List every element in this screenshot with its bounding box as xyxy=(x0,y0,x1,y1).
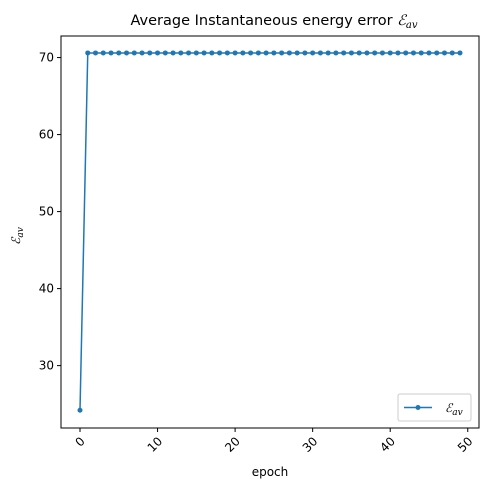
data-point xyxy=(155,50,161,56)
data-point xyxy=(224,50,230,56)
x-axis-ticks: 0 10 20 30 40 50 xyxy=(72,428,476,455)
data-point xyxy=(310,50,316,56)
data-point xyxy=(131,50,137,56)
legend-marker-swatch xyxy=(415,405,421,410)
data-point xyxy=(170,50,176,56)
data-point xyxy=(410,50,416,56)
data-point xyxy=(426,50,432,56)
data-point xyxy=(77,407,83,413)
x-tick-label: 10 xyxy=(145,434,166,455)
data-point xyxy=(100,50,106,56)
data-point xyxy=(93,50,99,56)
data-point xyxy=(116,50,122,56)
data-point xyxy=(418,50,424,56)
x-tick-label: 0 xyxy=(72,434,87,449)
data-point xyxy=(449,50,455,56)
data-point xyxy=(441,50,447,56)
data-point xyxy=(333,50,339,56)
series-layer xyxy=(77,50,463,413)
data-point xyxy=(457,50,463,56)
series-line xyxy=(79,52,460,411)
data-point xyxy=(248,50,254,56)
data-point xyxy=(186,50,192,56)
y-tick-label: 50 xyxy=(39,205,54,219)
data-point xyxy=(240,50,246,56)
data-point xyxy=(162,50,168,56)
x-tick-label: 40 xyxy=(377,434,398,455)
data-point xyxy=(217,50,223,56)
data-point xyxy=(395,50,401,56)
y-tick-label: 70 xyxy=(39,51,54,65)
data-point xyxy=(209,50,215,56)
y-tick-label: 30 xyxy=(39,359,54,373)
data-point xyxy=(201,50,207,56)
data-point xyxy=(147,50,153,56)
data-point xyxy=(85,50,91,56)
data-point xyxy=(372,50,378,56)
data-point xyxy=(279,50,285,56)
data-point xyxy=(317,50,323,56)
axes-frame xyxy=(60,35,480,429)
data-point xyxy=(302,50,308,56)
data-point xyxy=(403,50,409,56)
data-point xyxy=(193,50,199,56)
data-point xyxy=(139,50,145,56)
data-point xyxy=(178,50,184,56)
x-tick-label: 20 xyxy=(222,434,243,455)
data-point xyxy=(286,50,292,56)
data-point xyxy=(255,50,261,56)
data-point xyxy=(341,50,347,56)
data-point xyxy=(387,50,393,56)
y-tick-label: 60 xyxy=(39,128,54,142)
y-axis-label: ℰav xyxy=(9,227,26,245)
data-point xyxy=(356,50,362,56)
data-point xyxy=(348,50,354,56)
legend-box xyxy=(397,393,472,422)
plot-area xyxy=(60,35,480,429)
chart-title: Average Instantaneous energy error ℰav xyxy=(130,13,417,31)
data-point xyxy=(108,50,114,56)
data-point xyxy=(364,50,370,56)
data-point xyxy=(232,50,238,56)
data-point xyxy=(271,50,277,56)
data-point xyxy=(379,50,385,56)
data-point xyxy=(325,50,331,56)
x-axis-label: epoch xyxy=(252,465,289,479)
y-axis-ticks: 30 40 50 60 70 xyxy=(39,51,61,373)
data-point xyxy=(294,50,300,56)
x-tick-label: 30 xyxy=(300,434,321,455)
y-tick-label: 40 xyxy=(39,282,54,296)
data-point xyxy=(124,50,130,56)
data-point xyxy=(434,50,440,56)
legend-entry-label: ℰav xyxy=(445,401,463,418)
data-point xyxy=(263,50,269,56)
legend: ℰav xyxy=(397,393,472,422)
x-tick-label: 50 xyxy=(455,434,476,455)
